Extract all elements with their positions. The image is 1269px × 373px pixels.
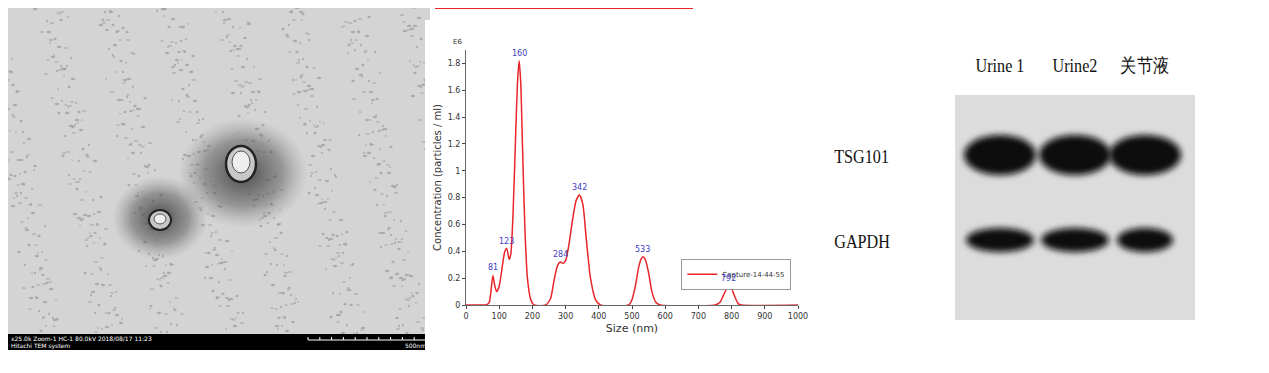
svg-text:Urine 1: Urine 1: [976, 55, 1025, 77]
svg-text:400: 400: [591, 312, 606, 321]
svg-text:342: 342: [572, 183, 587, 192]
svg-text:1: 1: [455, 167, 460, 176]
svg-text:284: 284: [553, 250, 568, 259]
svg-text:Concentration (particles / ml): Concentration (particles / ml): [432, 104, 443, 251]
svg-text:792: 792: [721, 274, 736, 283]
svg-text:1.4: 1.4: [448, 113, 461, 122]
svg-text:700: 700: [691, 312, 706, 321]
svg-text:1.8: 1.8: [448, 59, 461, 68]
svg-text:Hitachi TEM system: Hitachi TEM system: [11, 342, 70, 350]
svg-text:0.4: 0.4: [448, 247, 461, 256]
svg-text:500nm: 500nm: [405, 342, 426, 349]
svg-text:GAPDH: GAPDH: [834, 231, 890, 253]
svg-text:100: 100: [492, 312, 507, 321]
svg-text:0.2: 0.2: [448, 274, 461, 283]
svg-text:Urine2: Urine2: [1053, 55, 1098, 77]
svg-text:x25.0k Zoom-1 HC-1 80.0kV 2018: x25.0k Zoom-1 HC-1 80.0kV 2018/08/17 11:…: [11, 335, 152, 342]
svg-text:123: 123: [499, 237, 514, 246]
svg-text:600: 600: [658, 312, 673, 321]
svg-text:1.2: 1.2: [448, 140, 461, 149]
svg-text:0.6: 0.6: [448, 220, 461, 229]
svg-text:160: 160: [512, 49, 527, 58]
svg-text:533: 533: [635, 245, 650, 254]
svg-text:0.8: 0.8: [448, 193, 461, 202]
svg-text:关节液: 关节液: [1120, 55, 1169, 77]
svg-text:0: 0: [463, 312, 468, 321]
svg-text:1.6: 1.6: [448, 86, 461, 95]
svg-text:81: 81: [488, 263, 498, 272]
svg-text:1000: 1000: [788, 312, 808, 321]
svg-text:E6: E6: [453, 38, 462, 46]
svg-text:TSG101: TSG101: [834, 146, 889, 168]
svg-text:900: 900: [757, 312, 772, 321]
svg-text:300: 300: [558, 312, 573, 321]
svg-text:500: 500: [624, 312, 639, 321]
svg-text:Size (nm): Size (nm): [606, 322, 658, 335]
svg-text:Capture-14-44-55: Capture-14-44-55: [722, 271, 784, 279]
svg-text:200: 200: [525, 312, 540, 321]
svg-text:0: 0: [455, 301, 460, 310]
svg-text:800: 800: [724, 312, 739, 321]
